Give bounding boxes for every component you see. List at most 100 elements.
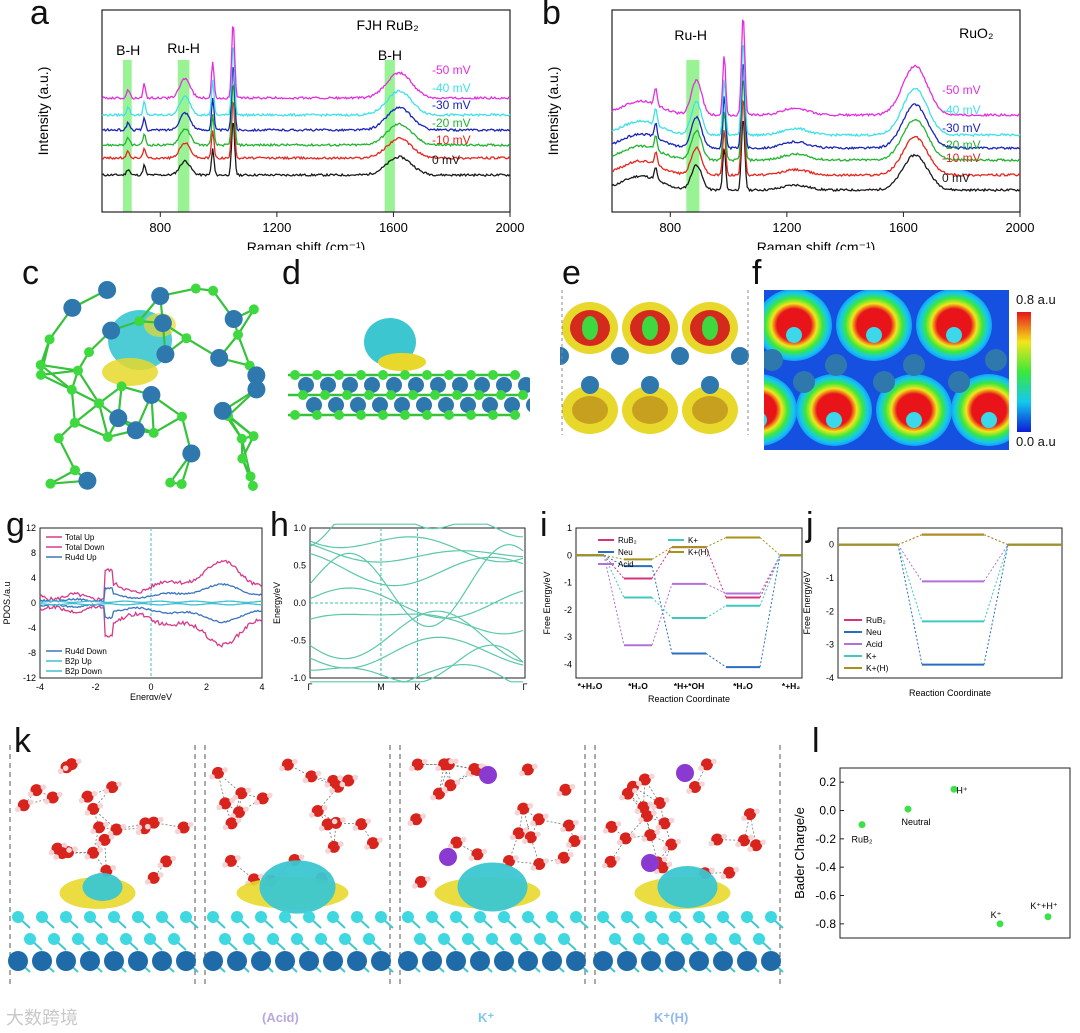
ru-atom <box>372 397 388 413</box>
ru-atom <box>518 377 530 393</box>
panel-label-b: b <box>542 0 561 32</box>
y-tick-label: -3 <box>826 640 834 650</box>
hydrogen-atom <box>27 791 34 797</box>
ruB2-cluster-structure <box>35 280 266 491</box>
hydrogen-atom <box>222 767 228 773</box>
k-caption-acid: (Acid) <box>262 1010 299 1025</box>
hydrogen-atom <box>666 861 673 868</box>
y-tick-label: -1.0 <box>290 673 306 683</box>
b-atom <box>375 911 387 923</box>
ru-atom <box>460 397 476 413</box>
b-atom <box>400 410 410 420</box>
ru-atom <box>247 366 266 385</box>
panel-label-d: d <box>282 254 301 292</box>
elf-lobe <box>876 374 952 446</box>
hydrogen-atom <box>187 821 194 828</box>
hydrogen-atom <box>698 765 704 772</box>
y-axis-label: PDOS./a.u <box>2 581 12 624</box>
hydrogen-atom <box>430 794 436 801</box>
hydrogen-atom <box>641 836 648 842</box>
plot-frame <box>101 9 511 213</box>
hydrogen-atom <box>95 841 102 847</box>
oxygen-atom <box>411 758 424 771</box>
b-atom <box>94 398 105 409</box>
b-atom <box>753 933 765 945</box>
x-tick-label: 2000 <box>496 220 525 235</box>
ru-atom <box>446 951 466 971</box>
ru-atom <box>430 377 446 393</box>
hydrogen-atom <box>614 855 621 862</box>
oxygen-atom <box>638 773 651 786</box>
hydrogen-atom <box>84 853 90 860</box>
free-energy-chart-j: 0 -1 -2 -3 -4 Free Energy/eV Reaction Coordina… <box>802 527 1063 698</box>
ru-atom <box>251 951 271 971</box>
panel-label-f: f <box>752 254 762 292</box>
x-tick-label: 800 <box>659 220 681 235</box>
y-tick-label: -4 <box>826 673 834 683</box>
hydrogen-atom <box>229 797 235 804</box>
b-atom <box>681 933 693 945</box>
hydrogen-atom <box>441 786 448 793</box>
charge-isosurface-cyan <box>82 873 123 901</box>
b-atom <box>430 390 440 400</box>
hydrogen-atom <box>556 790 563 797</box>
hydrogen-atom <box>519 770 525 777</box>
y-tick-label: 0.0 <box>819 804 836 818</box>
b-atom <box>237 453 248 464</box>
hydrogen-atom <box>420 813 427 820</box>
ru-atom <box>151 287 170 306</box>
ru-atom <box>80 951 100 971</box>
charge-isosurface-yellow <box>102 358 158 386</box>
hydrogen-atom <box>298 854 305 860</box>
bond <box>153 415 183 434</box>
y-tick-label: -1 <box>826 573 834 583</box>
panel-label-h: h <box>270 506 289 544</box>
hydrogen-atom <box>103 821 109 828</box>
hydrogen-atom <box>675 838 682 845</box>
ru-atom <box>496 377 512 393</box>
oxygen-atom <box>211 766 224 779</box>
b-atom <box>386 390 396 400</box>
spectrum-line-3 <box>611 64 1021 151</box>
x-tick-label: 1600 <box>379 220 408 235</box>
hydrogen-atom <box>662 845 669 852</box>
hydrogen-atom <box>338 841 344 847</box>
hydrogen-atom <box>513 855 519 861</box>
band-line <box>309 613 524 635</box>
b-atom <box>53 433 64 444</box>
b2p-down-line <box>39 602 263 606</box>
hydrogen-atom <box>57 768 64 775</box>
b-atom <box>120 933 132 945</box>
hydrogen-atom <box>61 842 68 849</box>
ru-atom <box>102 321 121 340</box>
x-tick-label: 800 <box>149 220 171 235</box>
bond <box>74 402 100 424</box>
ru-atom <box>470 951 490 971</box>
hydrogen-atom <box>708 840 714 847</box>
b2p-up-line <box>39 600 263 604</box>
ru-atom <box>701 376 719 394</box>
hydrogen-atom <box>448 758 454 765</box>
raman-chart-b: 800 1200 1600 2000 Raman shift (cm⁻¹) Intensi… <box>545 9 1034 250</box>
band-line <box>309 536 524 563</box>
oxygen-atom <box>559 783 572 796</box>
chart-title: FJH RuB₂ <box>356 17 418 33</box>
b-atom <box>69 417 80 428</box>
oxygen-atom <box>65 758 78 771</box>
b-atom <box>510 933 522 945</box>
k-caption-kh: K⁺(H) <box>654 1010 689 1025</box>
ru-atom <box>641 376 659 394</box>
oxygen-atom <box>366 837 379 850</box>
oxygen-atom <box>110 823 123 836</box>
oxygen-atom <box>644 829 657 842</box>
ru-atom <box>825 354 847 376</box>
hydrogen-atom <box>43 798 50 805</box>
b-atom <box>558 933 570 945</box>
hydrogen-atom <box>135 829 142 836</box>
b-atom <box>764 413 767 427</box>
hydrogen-atom <box>235 817 242 824</box>
oxygen-atom <box>233 806 246 819</box>
plot-frame <box>837 527 1063 679</box>
hydrogen-atom <box>619 794 625 801</box>
ru-atom <box>78 471 97 490</box>
